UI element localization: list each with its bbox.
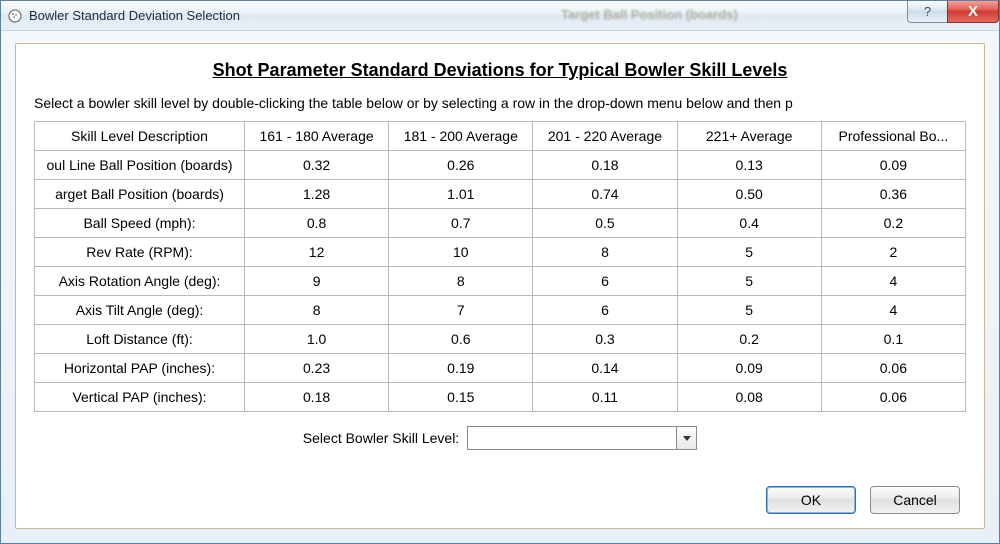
skill-level-select[interactable] — [467, 426, 697, 450]
table-cell[interactable]: 0.5 — [533, 209, 677, 238]
ok-button[interactable]: OK — [766, 486, 856, 514]
table-cell[interactable]: 0.2 — [677, 325, 821, 354]
table-cell[interactable]: 10 — [389, 238, 533, 267]
table-cell[interactable]: 0.11 — [533, 383, 677, 412]
table-cell[interactable]: 0.09 — [821, 151, 965, 180]
row-label: oul Line Ball Position (boards) — [35, 151, 245, 180]
table-cell[interactable]: 0.74 — [533, 180, 677, 209]
table-row[interactable]: Rev Rate (RPM):1210852 — [35, 238, 966, 267]
table-cell[interactable]: 0.6 — [389, 325, 533, 354]
table-cell[interactable]: 7 — [389, 296, 533, 325]
table-cell[interactable]: 0.19 — [389, 354, 533, 383]
row-label: Horizontal PAP (inches): — [35, 354, 245, 383]
table-cell[interactable]: 5 — [677, 238, 821, 267]
help-button[interactable]: ? — [907, 1, 947, 23]
table-cell[interactable]: 1.0 — [245, 325, 389, 354]
skill-level-selector-row: Select Bowler Skill Level: — [34, 426, 966, 450]
dialog-buttons: OK Cancel — [766, 486, 960, 514]
table-cell[interactable]: 5 — [677, 267, 821, 296]
table-cell[interactable]: 8 — [389, 267, 533, 296]
deviation-table[interactable]: Skill Level Description 161 - 180 Averag… — [34, 121, 966, 412]
table-cell[interactable]: 0.7 — [389, 209, 533, 238]
instructions-text: Select a bowler skill level by double-cl… — [34, 95, 966, 111]
table-row[interactable]: Ball Speed (mph):0.80.70.50.40.2 — [35, 209, 966, 238]
table-cell[interactable]: 0.23 — [245, 354, 389, 383]
table-cell[interactable]: 0.36 — [821, 180, 965, 209]
col-header[interactable]: 181 - 200 Average — [389, 122, 533, 151]
table-row[interactable]: arget Ball Position (boards)1.281.010.74… — [35, 180, 966, 209]
table-cell[interactable]: 5 — [677, 296, 821, 325]
skill-level-label: Select Bowler Skill Level: — [303, 430, 459, 446]
col-header[interactable]: Professional Bo... — [821, 122, 965, 151]
table-row[interactable]: Vertical PAP (inches):0.180.150.110.080.… — [35, 383, 966, 412]
window-buttons: ? X — [907, 1, 999, 23]
row-label: Axis Tilt Angle (deg): — [35, 296, 245, 325]
table-cell[interactable]: 0.08 — [677, 383, 821, 412]
table-cell[interactable]: 4 — [821, 296, 965, 325]
row-label: arget Ball Position (boards) — [35, 180, 245, 209]
table-cell[interactable]: 0.3 — [533, 325, 677, 354]
content-panel: Shot Parameter Standard Deviations for T… — [15, 43, 985, 529]
table-header-row: Skill Level Description 161 - 180 Averag… — [35, 122, 966, 151]
window-title: Bowler Standard Deviation Selection — [29, 8, 240, 23]
cancel-button[interactable]: Cancel — [870, 486, 960, 514]
table-cell[interactable]: 0.14 — [533, 354, 677, 383]
ghost-bg-text: Target Ball Position (boards) — [561, 7, 738, 22]
col-header[interactable]: Skill Level Description — [35, 122, 245, 151]
table-cell[interactable]: 0.26 — [389, 151, 533, 180]
app-icon — [7, 8, 23, 24]
table-cell[interactable]: 1.01 — [389, 180, 533, 209]
table-cell[interactable]: 12 — [245, 238, 389, 267]
table-cell[interactable]: 0.06 — [821, 383, 965, 412]
table-cell[interactable]: 0.09 — [677, 354, 821, 383]
table-cell[interactable]: 0.8 — [245, 209, 389, 238]
col-header[interactable]: 201 - 220 Average — [533, 122, 677, 151]
table-cell[interactable]: 0.18 — [533, 151, 677, 180]
row-label: Rev Rate (RPM): — [35, 238, 245, 267]
dialog-window: Bowler Standard Deviation Selection Targ… — [0, 0, 1000, 544]
table-cell[interactable]: 6 — [533, 267, 677, 296]
table-cell[interactable]: 2 — [821, 238, 965, 267]
table-row[interactable]: Loft Distance (ft):1.00.60.30.20.1 — [35, 325, 966, 354]
page-title: Shot Parameter Standard Deviations for T… — [34, 60, 966, 81]
row-label: Vertical PAP (inches): — [35, 383, 245, 412]
chevron-down-icon[interactable] — [676, 427, 696, 449]
table-cell[interactable]: 0.13 — [677, 151, 821, 180]
table-cell[interactable]: 0.1 — [821, 325, 965, 354]
close-button[interactable]: X — [947, 1, 999, 23]
table-row[interactable]: Axis Tilt Angle (deg):87654 — [35, 296, 966, 325]
table-row[interactable]: oul Line Ball Position (boards)0.320.260… — [35, 151, 966, 180]
col-header[interactable]: 161 - 180 Average — [245, 122, 389, 151]
row-label: Ball Speed (mph): — [35, 209, 245, 238]
row-label: Axis Rotation Angle (deg): — [35, 267, 245, 296]
table-cell[interactable]: 0.15 — [389, 383, 533, 412]
table-cell[interactable]: 9 — [245, 267, 389, 296]
table-row[interactable]: Horizontal PAP (inches):0.230.190.140.09… — [35, 354, 966, 383]
row-label: Loft Distance (ft): — [35, 325, 245, 354]
table-cell[interactable]: 6 — [533, 296, 677, 325]
table-cell[interactable]: 0.32 — [245, 151, 389, 180]
table-cell[interactable]: 0.4 — [677, 209, 821, 238]
table-cell[interactable]: 1.28 — [245, 180, 389, 209]
table-cell[interactable]: 8 — [533, 238, 677, 267]
col-header[interactable]: 221+ Average — [677, 122, 821, 151]
table-cell[interactable]: 0.06 — [821, 354, 965, 383]
table-row[interactable]: Axis Rotation Angle (deg):98654 — [35, 267, 966, 296]
table-cell[interactable]: 4 — [821, 267, 965, 296]
titlebar[interactable]: Bowler Standard Deviation Selection Targ… — [1, 1, 999, 31]
table-cell[interactable]: 8 — [245, 296, 389, 325]
table-cell[interactable]: 0.50 — [677, 180, 821, 209]
table-cell[interactable]: 0.18 — [245, 383, 389, 412]
table-cell[interactable]: 0.2 — [821, 209, 965, 238]
